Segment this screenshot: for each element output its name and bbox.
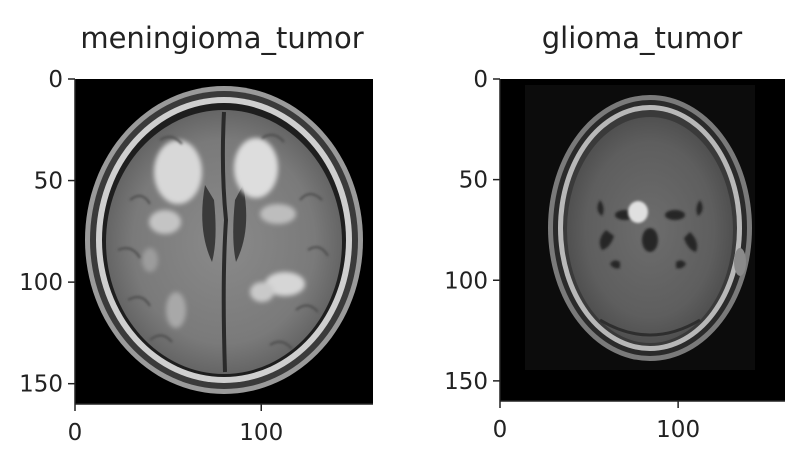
y-tick-label: 150 bbox=[19, 372, 63, 398]
y-tick-label: 0 bbox=[473, 67, 488, 93]
x-tick-label: 100 bbox=[239, 420, 283, 446]
x-tick-label: 0 bbox=[68, 420, 83, 446]
mri-image-glioma bbox=[500, 79, 785, 401]
axes-frame bbox=[74, 79, 373, 405]
y-tick-label: 0 bbox=[48, 67, 63, 93]
y-axis-ticks: 0 50 100 150 bbox=[19, 67, 75, 398]
x-axis-ticks: 0 100 bbox=[493, 401, 700, 443]
axes-frame bbox=[499, 79, 785, 402]
x-axis-ticks: 0 100 bbox=[68, 404, 283, 446]
y-tick-label: 100 bbox=[19, 270, 63, 296]
y-tick-label: 50 bbox=[34, 169, 63, 195]
panel-title: glioma_tumor bbox=[542, 21, 743, 55]
x-tick-label: 0 bbox=[493, 417, 508, 443]
panel-glioma: glioma_tumor bbox=[444, 21, 785, 443]
mri-image-meningioma bbox=[75, 79, 373, 404]
y-tick-label: 100 bbox=[444, 268, 488, 294]
x-tick-label: 100 bbox=[656, 417, 700, 443]
y-tick-label: 50 bbox=[459, 168, 488, 194]
panel-title: meningioma_tumor bbox=[80, 21, 363, 55]
y-tick-label: 150 bbox=[444, 369, 488, 395]
panel-meningioma: meningioma_tumor bbox=[19, 21, 373, 446]
y-axis-ticks: 0 50 100 150 bbox=[444, 67, 500, 395]
